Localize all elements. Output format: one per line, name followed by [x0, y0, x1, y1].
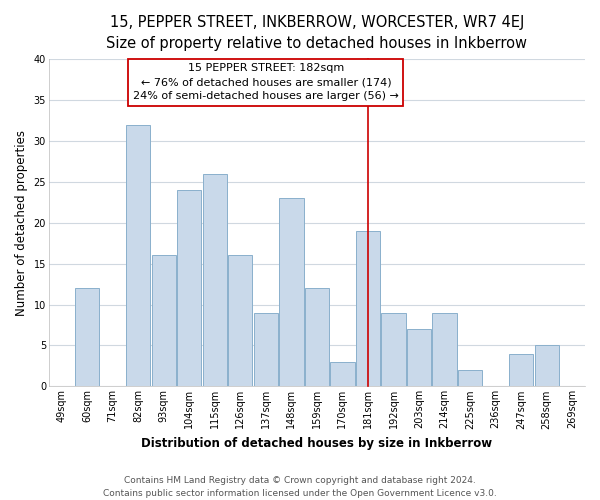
Bar [356, 231, 380, 386]
Bar [279, 198, 304, 386]
Bar [152, 256, 176, 386]
Bar [228, 256, 253, 386]
Bar [305, 288, 329, 386]
Bar [254, 313, 278, 386]
Bar [177, 190, 202, 386]
X-axis label: Distribution of detached houses by size in Inkberrow: Distribution of detached houses by size … [142, 437, 493, 450]
Bar [433, 313, 457, 386]
Text: 15 PEPPER STREET: 182sqm
← 76% of detached houses are smaller (174)
24% of semi-: 15 PEPPER STREET: 182sqm ← 76% of detach… [133, 63, 399, 101]
Bar [382, 313, 406, 386]
Title: 15, PEPPER STREET, INKBERROW, WORCESTER, WR7 4EJ
Size of property relative to de: 15, PEPPER STREET, INKBERROW, WORCESTER,… [106, 15, 527, 51]
Bar [126, 124, 151, 386]
Bar [407, 329, 431, 386]
Y-axis label: Number of detached properties: Number of detached properties [15, 130, 28, 316]
Text: Contains HM Land Registry data © Crown copyright and database right 2024.
Contai: Contains HM Land Registry data © Crown c… [103, 476, 497, 498]
Bar [75, 288, 99, 386]
Bar [535, 346, 559, 387]
Bar [203, 174, 227, 386]
Bar [458, 370, 482, 386]
Bar [331, 362, 355, 386]
Bar [509, 354, 533, 386]
